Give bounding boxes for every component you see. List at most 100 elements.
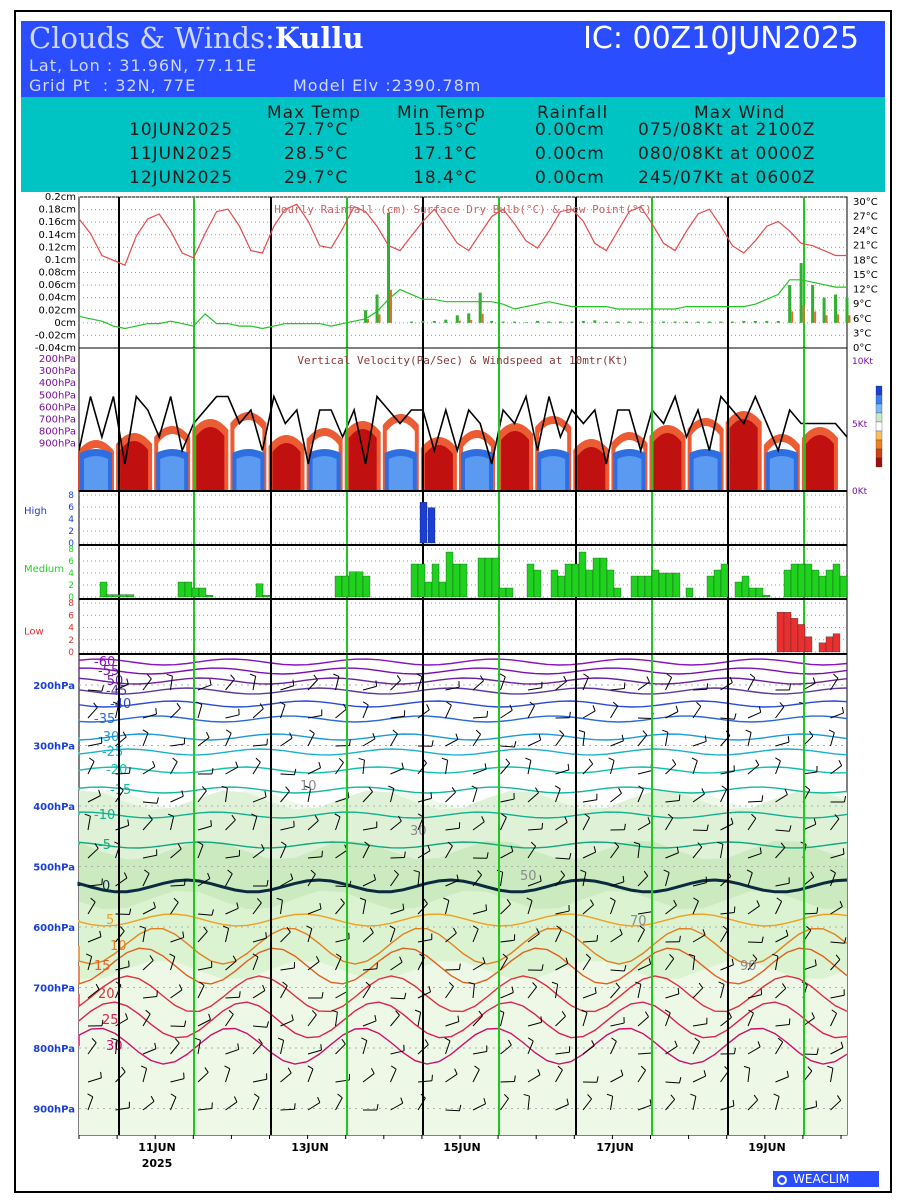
wind-barb — [582, 732, 586, 747]
y-tick-label: 0 — [68, 593, 74, 603]
wind-barb — [87, 689, 102, 692]
rain-bar — [524, 322, 528, 323]
wind-barb — [335, 816, 341, 831]
wind-barb — [115, 736, 127, 747]
wind-barb — [98, 789, 101, 796]
y-tick-label: 0.18cm — [38, 205, 76, 216]
wind-barb — [779, 702, 785, 708]
wind-barb — [610, 1022, 625, 1027]
wind-barb — [445, 1073, 458, 1083]
temperature-contour — [78, 975, 848, 1013]
wind-barb — [559, 730, 565, 736]
rain-bar — [616, 321, 620, 323]
wind-barb — [665, 852, 679, 859]
rain-bar — [458, 320, 461, 323]
wind-barb — [775, 757, 781, 762]
wind-barb — [390, 856, 405, 859]
wind-barb — [561, 1011, 566, 1017]
wind-barb — [311, 1010, 317, 1016]
y-right-tick-label: 6°C — [853, 314, 871, 325]
rain-bar — [432, 320, 436, 323]
wind-barb — [789, 683, 792, 691]
wind-barb — [417, 872, 420, 887]
wind-barb — [403, 851, 406, 858]
cloud-bar — [685, 587, 694, 598]
wind-barb — [830, 994, 845, 999]
wind-barb — [121, 1066, 126, 1073]
wind-barb — [806, 925, 812, 931]
wind-barb — [502, 953, 508, 959]
wind-barb — [227, 869, 233, 875]
wind-barb — [637, 1104, 652, 1111]
cloud-bar — [105, 594, 114, 598]
wind-barb — [802, 823, 816, 831]
wind-barb — [390, 1068, 397, 1083]
cloud-bar — [644, 575, 653, 598]
wind-barb — [830, 765, 842, 775]
wind-barb — [775, 760, 781, 775]
contour-label: 0 — [102, 879, 110, 894]
wind-barb — [746, 869, 753, 874]
chart-title: Clouds & Winds:Kullu — [29, 21, 364, 55]
wind-barb — [285, 786, 290, 792]
y-tick-label: 2 — [68, 581, 74, 591]
wind-barb — [555, 769, 570, 775]
temperature-contour — [78, 927, 848, 965]
temperature-contour — [78, 841, 848, 849]
rain-bar — [765, 320, 769, 323]
wind-barb — [225, 678, 235, 691]
y-right-tick-label: 0°C — [853, 343, 871, 354]
row-rainfall: 0.00cm — [535, 168, 605, 188]
wind-barb — [728, 1011, 732, 1018]
wind-barb — [673, 899, 677, 906]
wind-barb — [665, 904, 677, 915]
cloud-bar — [585, 569, 594, 598]
rain-bar — [364, 310, 368, 323]
wind-barb — [293, 1103, 296, 1110]
wind-barb — [732, 1099, 735, 1106]
wind-barb — [84, 813, 91, 817]
cloud-bar — [592, 557, 601, 598]
wind-barb — [280, 985, 288, 999]
wind-barb — [280, 967, 295, 971]
wind-barb — [676, 846, 679, 853]
wind-barb — [125, 1013, 129, 1020]
wind-barb — [197, 878, 211, 887]
wind-barb — [610, 1096, 614, 1111]
wind-barb — [609, 897, 616, 902]
wind-barb — [694, 1037, 700, 1043]
wind-barb — [756, 900, 760, 907]
panel-title: Low — [24, 627, 44, 638]
header-banner: Clouds & Winds:Kullu IC: 00Z10JUN2025 La… — [21, 21, 885, 97]
y-tick-label: 0 — [68, 539, 74, 549]
y-right-tick-label: 15°C — [853, 270, 878, 281]
wind-barb — [99, 930, 102, 937]
wind-barb — [170, 848, 182, 859]
x-tick-label: 19JUN — [748, 1141, 786, 1154]
wind-barb — [582, 817, 590, 831]
wind-barb — [662, 729, 669, 733]
row-max-temp: 28.5°C — [284, 144, 349, 164]
wind-barb — [663, 869, 670, 873]
wind-barb — [692, 1075, 706, 1083]
wind-barb — [472, 1103, 486, 1111]
wind-barb — [637, 770, 652, 775]
rain-bar — [604, 321, 608, 323]
cloud-bar — [804, 636, 813, 653]
cloud-bar — [811, 569, 820, 598]
rain-bar — [455, 315, 459, 323]
contour-label: 30 — [106, 1039, 123, 1054]
wind-barb — [830, 1047, 844, 1055]
wind-barb — [720, 984, 725, 999]
temperature-contour — [78, 766, 848, 774]
wind-barb — [720, 844, 724, 859]
wind-barb — [307, 908, 322, 915]
wind-barb — [252, 1078, 267, 1083]
wind-barb — [840, 1041, 844, 1048]
wind-barb — [359, 897, 366, 901]
wind-barb — [142, 854, 157, 859]
rain-bar — [776, 320, 780, 323]
wind-barb — [445, 705, 452, 719]
wind-barb — [447, 841, 453, 847]
rain-bar — [409, 321, 413, 323]
